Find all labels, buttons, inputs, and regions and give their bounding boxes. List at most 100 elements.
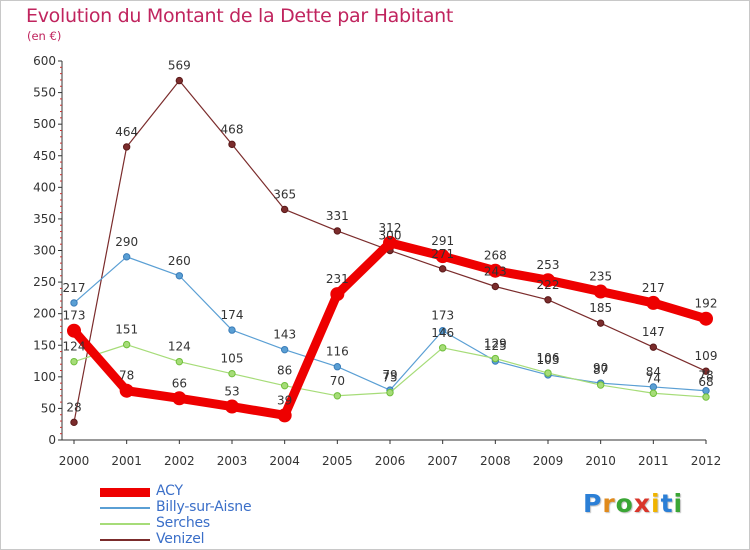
data-label: 146 [431, 326, 454, 340]
data-point [646, 295, 661, 310]
data-point [70, 299, 78, 307]
data-label: 290 [115, 235, 138, 249]
data-label: 173 [431, 309, 454, 323]
data-label: 124 [168, 340, 191, 354]
legend-label: Billy-sur-Aisne [156, 499, 252, 515]
data-label: 70 [330, 374, 345, 388]
data-label: 66 [172, 376, 187, 390]
data-label: 217 [63, 281, 86, 295]
data-label: 53 [224, 385, 239, 399]
legend-swatch [100, 539, 150, 541]
data-point [596, 319, 605, 327]
data-point [702, 367, 710, 375]
x-tick-label: 2002 [164, 454, 195, 468]
data-label: 90 [593, 361, 608, 375]
x-tick-label: 2005 [322, 454, 353, 468]
legend-swatch [100, 523, 150, 525]
data-label: 268 [484, 249, 507, 263]
data-point [333, 392, 342, 400]
data-point [122, 143, 131, 151]
y-tick-label: 100 [33, 370, 56, 384]
data-point [280, 205, 289, 214]
data-point [544, 296, 552, 304]
y-tick-label: 400 [33, 180, 56, 194]
data-label: 468 [221, 122, 244, 136]
data-point [277, 408, 292, 423]
legend-label: Venizel [156, 531, 205, 547]
data-label: 68 [698, 375, 713, 389]
data-label: 253 [537, 258, 560, 272]
data-label: 147 [642, 325, 665, 339]
data-point [330, 287, 345, 302]
data-label: 271 [431, 247, 454, 261]
data-point [491, 354, 500, 363]
data-label: 116 [326, 345, 349, 359]
data-label: 103 [537, 353, 560, 367]
data-label: 331 [326, 209, 349, 223]
data-label: 217 [642, 281, 665, 295]
x-tick-label: 2001 [111, 454, 142, 468]
data-point [438, 344, 447, 352]
data-label: 87 [593, 363, 608, 377]
y-tick-label: 600 [33, 54, 56, 68]
data-labels: 173 78 66 53 39 231 312 291 268 253 235 217 192 217 29… [63, 59, 718, 415]
data-point [702, 393, 710, 401]
data-point [280, 345, 289, 354]
x-tick-label: 2007 [427, 454, 458, 468]
data-point [225, 399, 239, 414]
data-point [122, 253, 131, 261]
x-tick-label: 2011 [638, 454, 669, 468]
legend-swatch [100, 507, 150, 509]
data-label: 151 [115, 323, 138, 337]
data-point [383, 235, 397, 250]
x-tick-label: 2012 [691, 454, 722, 468]
logo-letter: i [673, 489, 684, 518]
data-label: 222 [537, 278, 560, 292]
x-tick-label: 2009 [533, 454, 564, 468]
data-label: 174 [221, 308, 244, 322]
data-point [593, 284, 608, 299]
data-point [175, 76, 184, 85]
proxiti-logo: Proxiti [583, 489, 683, 518]
logo-letter: r [602, 489, 616, 518]
y-tick-label: 450 [33, 149, 56, 163]
data-label: 312 [379, 221, 402, 235]
data-label: 86 [277, 364, 292, 378]
data-label: 129 [484, 337, 507, 351]
data-point [488, 263, 503, 278]
data-point [70, 357, 78, 366]
data-label: 109 [695, 349, 718, 363]
data-point [67, 323, 81, 338]
y-tick-label: 0 [48, 433, 56, 447]
data-point [438, 265, 447, 273]
data-point [596, 381, 605, 389]
data-label: 106 [537, 351, 560, 365]
data-label: 78 [698, 369, 713, 383]
data-point [70, 418, 78, 427]
data-point [649, 343, 658, 351]
data-point [491, 282, 500, 291]
y-tick-label: 550 [33, 86, 56, 100]
logo-letter: i [651, 489, 661, 518]
y-tick-label: 150 [33, 338, 56, 352]
data-label: 260 [168, 254, 191, 268]
logo-letter: P [583, 489, 603, 518]
data-point [119, 383, 134, 398]
data-label: 235 [589, 270, 612, 284]
data-label: 39 [277, 393, 292, 407]
data-label: 75 [382, 371, 397, 385]
data-label: 185 [589, 301, 612, 315]
data-label: 74 [646, 371, 661, 385]
axes: 0 50 100 150 200 250 300 350 400 450 500 550 600 2000… [33, 54, 721, 468]
chart-title: Evolution du Montant de la Dette par Hab… [26, 5, 454, 27]
data-label: 105 [221, 352, 244, 366]
y-tick-label: 500 [33, 117, 56, 131]
logo-letter: x [633, 489, 651, 518]
data-point [175, 357, 184, 366]
x-tick-label: 2003 [217, 454, 248, 468]
data-label: 125 [484, 339, 507, 353]
data-point [333, 227, 342, 235]
legend-swatch [100, 488, 150, 497]
